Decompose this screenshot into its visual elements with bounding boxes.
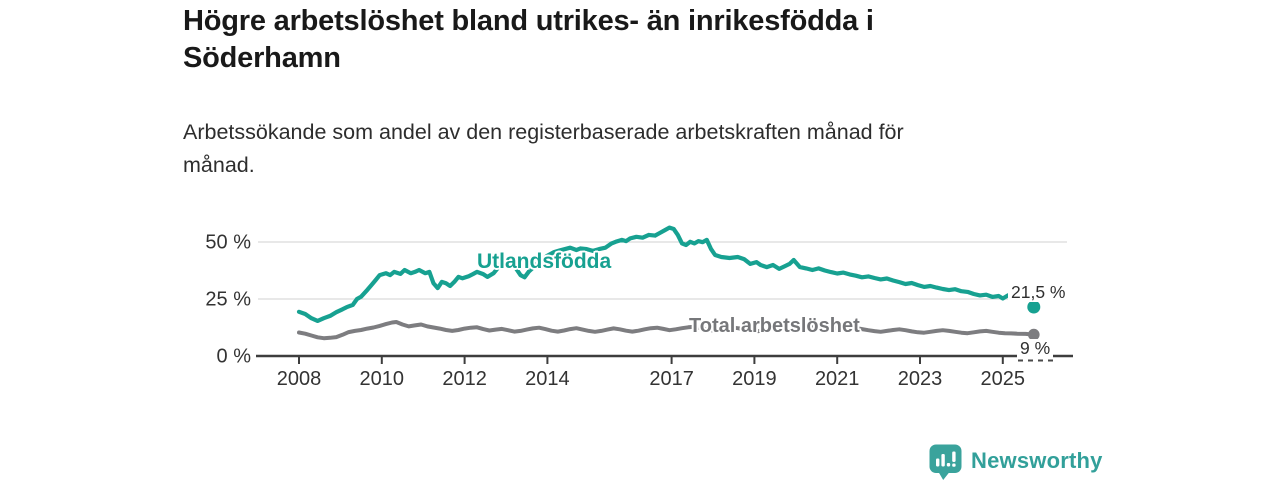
y-axis-tick-label: 0 % xyxy=(217,346,252,368)
x-axis-tick-label: 2008 xyxy=(277,368,322,390)
x-axis-tick-label: 2023 xyxy=(898,368,943,390)
series-line-total xyxy=(297,320,1036,341)
latest-value-label-utlandsfodda: 21,5 % xyxy=(1008,283,1069,302)
page-title: Högre arbetslöshet bland utrikes- än inr… xyxy=(183,5,874,74)
series-label-utlandsfodda: Utlandsfödda xyxy=(477,250,612,273)
x-axis-tick-label: 2017 xyxy=(649,368,694,390)
x-axis-tick-label: 2010 xyxy=(360,368,405,390)
x-axis-tick-label: 2019 xyxy=(732,368,777,390)
series-label-total-arbetsloshet: Total arbetslöshet xyxy=(689,315,860,337)
x-axis-tick-label: 2014 xyxy=(525,368,570,390)
y-axis-tick-label: 50 % xyxy=(205,232,251,254)
x-axis-tick-label: 2021 xyxy=(815,368,860,390)
latest-value-dot-utlandsfodda xyxy=(1027,300,1041,314)
chart-subtitle: Arbetssökande som andel av den registerb… xyxy=(183,120,904,177)
latest-value-label-total: 9 % xyxy=(1017,339,1054,358)
newsworthy-brand-name: Newsworthy xyxy=(971,448,1103,473)
newsworthy-logo-icon xyxy=(929,444,962,480)
x-axis-tick-label: 2025 xyxy=(981,368,1026,390)
latest-value-dot-total xyxy=(1028,328,1040,341)
y-axis-tick-label: 25 % xyxy=(205,289,251,311)
series-line-utlandsfodda xyxy=(296,225,1018,323)
x-axis-tick-label: 2012 xyxy=(442,368,487,390)
